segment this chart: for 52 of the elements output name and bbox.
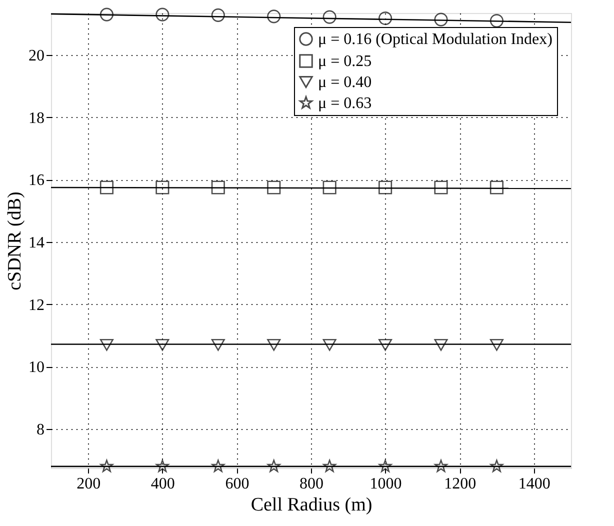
x-tick-label: 400 bbox=[150, 476, 175, 492]
point bbox=[434, 180, 448, 194]
x-tick-label: 1000 bbox=[370, 476, 402, 492]
point bbox=[267, 338, 281, 351]
point bbox=[156, 180, 170, 194]
legend-label: μ = 0.40 bbox=[318, 74, 372, 91]
point bbox=[490, 180, 504, 194]
point bbox=[267, 460, 280, 472]
legend-label: μ = 0.63 bbox=[318, 95, 372, 112]
point bbox=[156, 8, 170, 22]
point bbox=[490, 14, 504, 28]
point bbox=[100, 338, 114, 351]
y-tick-label: 18 bbox=[28, 110, 44, 127]
y-tick-label: 8 bbox=[36, 422, 44, 439]
legend-label: μ = 0.25 bbox=[318, 53, 372, 70]
y-tick-label: 10 bbox=[28, 359, 44, 376]
point bbox=[156, 338, 170, 351]
y-axis-title: cSDNR (dB) bbox=[4, 192, 26, 290]
point bbox=[434, 338, 448, 351]
point bbox=[211, 8, 225, 22]
point bbox=[378, 180, 392, 194]
point bbox=[100, 8, 114, 22]
x-tick-label: 1200 bbox=[444, 476, 476, 492]
point bbox=[156, 460, 169, 472]
y-tick-label: 12 bbox=[28, 296, 44, 314]
point bbox=[322, 180, 336, 194]
x-tick-label: 1400 bbox=[518, 476, 550, 492]
point bbox=[323, 460, 336, 472]
point bbox=[378, 460, 392, 472]
x-axis-title: Cell Radius (m) bbox=[250, 494, 372, 516]
x-tick-label: 800 bbox=[300, 476, 324, 492]
point bbox=[267, 10, 281, 24]
y-tick-label: 16 bbox=[28, 172, 44, 190]
point bbox=[322, 10, 336, 24]
point bbox=[378, 12, 392, 26]
point bbox=[434, 12, 448, 26]
point bbox=[267, 180, 281, 194]
point bbox=[100, 460, 114, 472]
point bbox=[211, 180, 225, 194]
point bbox=[434, 460, 448, 472]
x-tick-label: 200 bbox=[76, 476, 101, 492]
point bbox=[322, 338, 336, 351]
point bbox=[211, 338, 225, 351]
point bbox=[212, 460, 225, 472]
y-tick-label: 20 bbox=[28, 48, 44, 65]
y-tick-label: 14 bbox=[28, 234, 44, 252]
point bbox=[100, 180, 114, 194]
point bbox=[378, 338, 392, 351]
legend-label: μ = 0.16 (Optical Modulation Index) bbox=[318, 31, 552, 48]
x-tick-label: 600 bbox=[225, 476, 250, 492]
point bbox=[490, 338, 504, 351]
point bbox=[490, 460, 504, 472]
